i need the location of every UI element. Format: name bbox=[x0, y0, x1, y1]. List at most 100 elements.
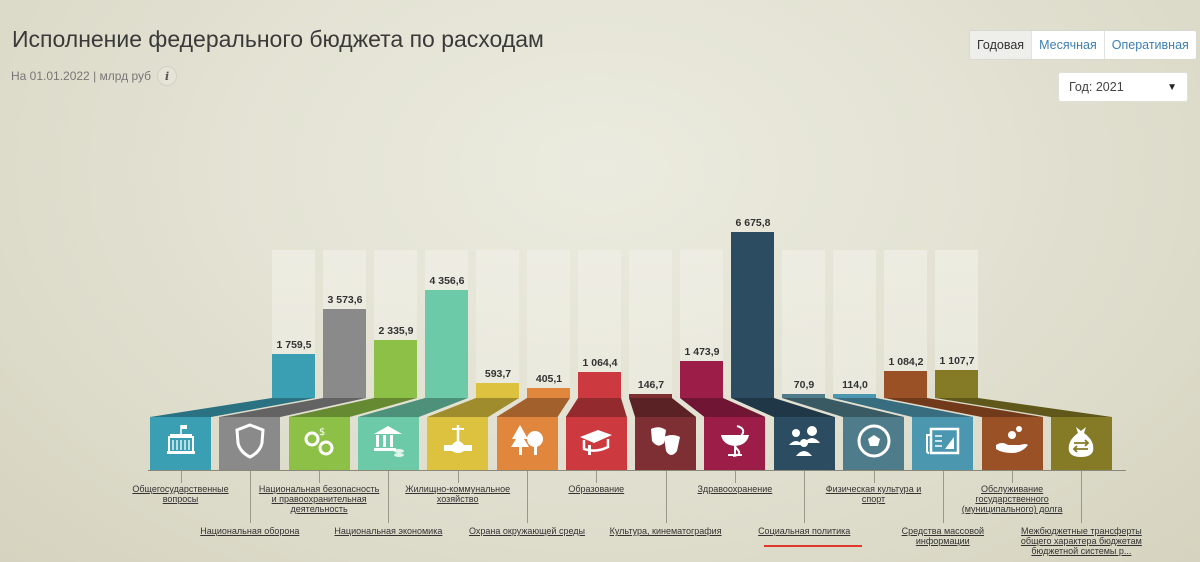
category-label-line: государственного bbox=[975, 494, 1049, 504]
chevron-down-icon: ▼ bbox=[1167, 81, 1177, 93]
category-link[interactable]: Межбюджетные трансферты общего характера … bbox=[1016, 526, 1146, 556]
category-icon-box-11[interactable] bbox=[843, 417, 904, 470]
bar-6[interactable] bbox=[527, 387, 570, 398]
date-units-label: На 01.01.2022 | млрд руб bbox=[11, 69, 152, 83]
category-link[interactable]: Культура, кинематография bbox=[601, 526, 731, 536]
category-icon-box-12[interactable] bbox=[912, 417, 974, 470]
bar-8[interactable] bbox=[629, 394, 672, 398]
bar-value-label: 1 107,7 bbox=[939, 355, 975, 368]
bar-value-label: 1 084,2 bbox=[888, 356, 924, 369]
bar-value-label: 70,9 bbox=[793, 379, 815, 391]
leader-line bbox=[665, 471, 667, 523]
info-icon[interactable]: i bbox=[157, 66, 178, 86]
category-label-line: Физическая культура и bbox=[825, 484, 922, 494]
category-link[interactable]: Национальная оборона bbox=[185, 526, 315, 536]
bar-3[interactable] bbox=[374, 339, 417, 398]
category-icon-box-3[interactable]: $ bbox=[288, 417, 350, 470]
ribbon-6 bbox=[496, 398, 570, 417]
leader-line bbox=[249, 471, 251, 523]
leader-line bbox=[804, 471, 806, 523]
bar-7[interactable] bbox=[578, 371, 621, 398]
column-background bbox=[833, 250, 876, 398]
bar-9[interactable] bbox=[680, 361, 723, 398]
bar-13[interactable] bbox=[884, 371, 927, 398]
theater-masks-icon bbox=[646, 421, 686, 466]
ribbon-13 bbox=[884, 398, 1043, 417]
category-label-line: вопросы bbox=[162, 494, 199, 504]
category-link[interactable]: Национальная экономика bbox=[323, 526, 453, 536]
leader-line bbox=[596, 471, 598, 483]
bar-2[interactable] bbox=[323, 309, 366, 398]
category-link[interactable]: Охрана окружающей среды bbox=[462, 526, 592, 536]
leader-line bbox=[388, 471, 390, 523]
category-label-line: Социальная политика bbox=[758, 526, 851, 536]
ribbon-7 bbox=[565, 398, 627, 417]
category-icon-box-5[interactable] bbox=[427, 417, 489, 470]
category-icon-box-8[interactable] bbox=[635, 417, 697, 470]
category-label-line: Охрана окружающей среды bbox=[469, 526, 585, 536]
category-label-line: деятельность bbox=[290, 504, 348, 514]
category-link[interactable]: Средства массовой информации bbox=[878, 526, 1008, 546]
ribbon-11 bbox=[782, 398, 904, 417]
category-label-line: Здравоохранение bbox=[697, 484, 773, 494]
bar-11[interactable] bbox=[782, 394, 825, 398]
bar-1[interactable] bbox=[272, 354, 315, 398]
category-label-line: Национальная экономика bbox=[334, 526, 443, 536]
category-icon-box-1[interactable] bbox=[150, 417, 211, 470]
bar-10[interactable] bbox=[731, 232, 774, 398]
tab-monthly[interactable]: Месячная bbox=[1031, 31, 1104, 59]
year-select-value: Год: 2021 bbox=[1069, 80, 1124, 94]
year-select[interactable]: Год: 2021 ▼ bbox=[1058, 72, 1188, 102]
tab-annual[interactable]: Годовая bbox=[970, 31, 1032, 59]
people-group-icon bbox=[784, 421, 824, 466]
category-label-line: (муниципального) долга bbox=[961, 504, 1063, 514]
category-icon-box-10[interactable] bbox=[773, 417, 835, 470]
category-link[interactable]: Общегосударственные вопросы bbox=[116, 484, 246, 504]
category-link[interactable]: Здравоохранение bbox=[670, 484, 800, 494]
leader-line bbox=[319, 471, 321, 483]
category-label-line: Национальная оборона bbox=[200, 526, 300, 536]
category-label-line: Средства массовой bbox=[901, 526, 984, 536]
bar-value-label: 4 356,6 bbox=[429, 274, 465, 287]
bar-4[interactable] bbox=[425, 289, 468, 398]
category-label-line: спорт bbox=[861, 494, 886, 504]
bar-14[interactable] bbox=[935, 370, 978, 398]
leader-line bbox=[180, 471, 182, 483]
category-icon-box-4[interactable] bbox=[357, 417, 419, 470]
period-tabs: Годовая Месячная Оперативная bbox=[969, 30, 1197, 60]
category-label-line: и правоохранительная bbox=[271, 494, 367, 504]
category-icon-box-6[interactable] bbox=[496, 417, 558, 470]
ribbon-10 bbox=[731, 398, 835, 417]
bar-value-label: 1 759,5 bbox=[276, 339, 312, 352]
bar-value-label: 3 573,6 bbox=[327, 294, 363, 307]
category-label-line: Образование bbox=[568, 484, 625, 494]
shield-icon bbox=[230, 421, 270, 466]
category-link[interactable]: Физическая культура и спорт bbox=[809, 484, 939, 504]
trees-icon bbox=[507, 421, 547, 466]
category-icon-box-13[interactable] bbox=[981, 417, 1043, 470]
category-link[interactable]: Обслуживание государственного (муниципальн… bbox=[947, 484, 1077, 514]
bar-value-label: 114,0 bbox=[842, 379, 868, 391]
ribbon-3 bbox=[288, 398, 417, 417]
bar-5[interactable] bbox=[476, 383, 519, 398]
page-title: Исполнение федерального бюджета по расхо… bbox=[12, 26, 544, 52]
category-link[interactable]: Жилищно-коммунальное хозяйство bbox=[393, 484, 523, 504]
category-link[interactable]: Социальная политика bbox=[739, 526, 869, 536]
category-icon-box-2[interactable] bbox=[219, 417, 281, 470]
bar-value-label: 2 335,9 bbox=[378, 324, 414, 337]
ribbon-5 bbox=[427, 398, 519, 417]
tab-operative[interactable]: Оперативная bbox=[1103, 31, 1196, 59]
category-icon-box-9[interactable] bbox=[704, 417, 766, 470]
handcuffs-icon: $ bbox=[299, 421, 339, 466]
category-icon-box-7[interactable] bbox=[565, 417, 627, 470]
category-icon-box-14[interactable] bbox=[1050, 417, 1112, 470]
hand-coins-icon bbox=[992, 421, 1032, 466]
pipe-valve-icon bbox=[438, 421, 478, 466]
category-label-line: общего характера бюджетам bbox=[1020, 536, 1142, 546]
bar-12[interactable] bbox=[833, 394, 876, 398]
leader-line bbox=[1012, 471, 1014, 483]
category-link[interactable]: Образование bbox=[531, 484, 661, 494]
bank-coins-icon bbox=[368, 421, 408, 466]
category-link[interactable]: Национальная безопасность и правоохраните… bbox=[254, 484, 384, 514]
